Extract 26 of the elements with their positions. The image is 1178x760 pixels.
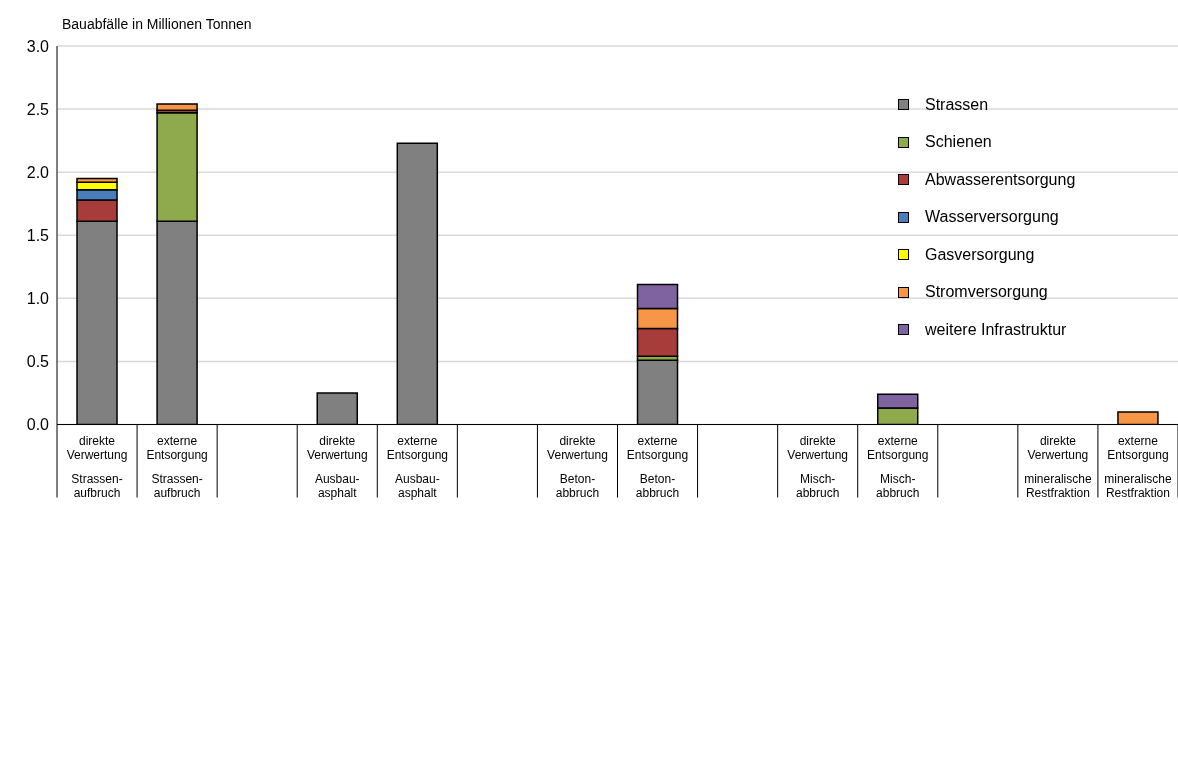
y-tick-label: 1.5 xyxy=(26,226,50,244)
legend-label: weitere Infrastruktur xyxy=(925,320,1067,339)
y-axis-title: Bauabfälle in Millionen Tonnen xyxy=(62,16,252,32)
legend-label: Abwasserentsorgung xyxy=(925,170,1076,189)
legend-label: Wasserversorgung xyxy=(925,208,1059,227)
x-tick-label: externe Entsorgung Misch- abbruch xyxy=(867,433,929,500)
x-tick-label: direkte Verwertung mineralische Restfraktion xyxy=(1024,433,1092,500)
legend-label: Stromversorgung xyxy=(925,283,1048,302)
x-tick-label: direkte Verwertung Beton- abbruch xyxy=(547,433,608,500)
y-tick-label: 0.5 xyxy=(26,353,50,371)
y-tick-label: 1.0 xyxy=(26,290,50,308)
y-tick-label: 0.0 xyxy=(26,416,50,434)
y-tick-label: 2.5 xyxy=(26,100,50,118)
x-tick-label: direkte Verwertung Ausbau- asphalt xyxy=(306,433,368,500)
bar xyxy=(156,103,198,112)
x-tick-label: externe Entsorgung mineralische Restfraktion xyxy=(1104,433,1172,500)
x-tick-label: externe Entsorgung Ausbau- asphalt xyxy=(386,433,449,500)
x-tick-label: direkte Verwertung Strassen- aufbruch xyxy=(66,433,128,500)
legend-label: Schienen xyxy=(925,133,992,152)
x-tick-label: direkte Verwertung Misch- abbruch xyxy=(787,433,849,500)
legend-label: Strassen xyxy=(925,95,989,114)
x-tick-label: externe Entsorgung Strassen- aufbruch xyxy=(146,433,208,500)
legend-label: Gasversorgung xyxy=(925,245,1035,264)
y-tick-label: 3.0 xyxy=(26,37,50,55)
x-tick-label: externe Entsorgung Beton- abbruch xyxy=(626,433,689,500)
y-tick-label: 2.0 xyxy=(26,163,50,181)
